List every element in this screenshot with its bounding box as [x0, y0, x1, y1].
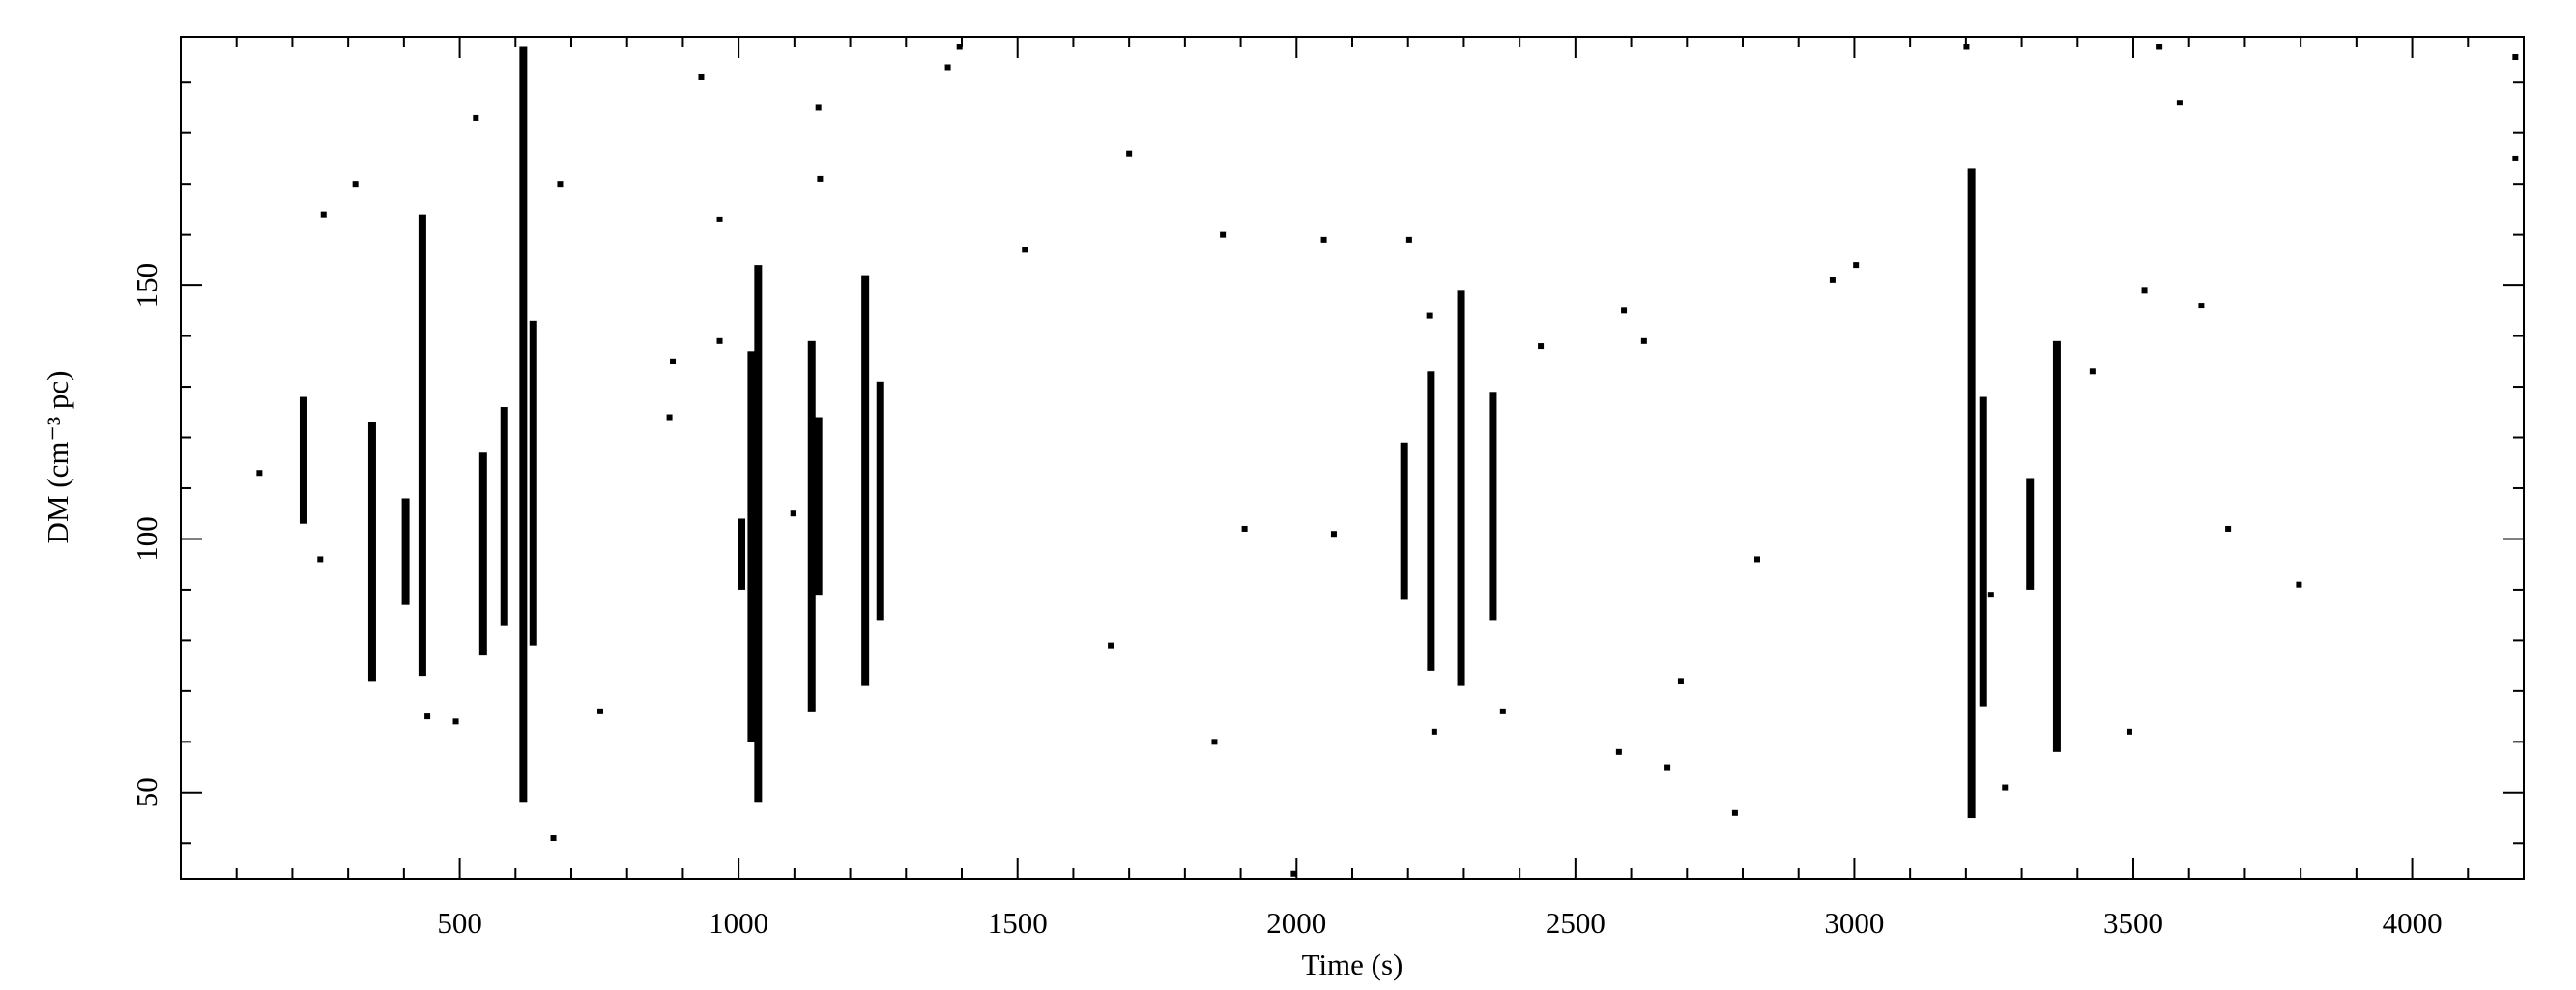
- streak: [2026, 478, 2035, 590]
- streak: [1979, 396, 1987, 707]
- y-axis-title: DM (cm⁻³ pc): [41, 371, 74, 544]
- point: [1987, 592, 1994, 598]
- point: [1640, 337, 1647, 344]
- point: [2126, 728, 2132, 735]
- x-tick-label: 3000: [1824, 906, 1884, 940]
- streak: [738, 518, 746, 590]
- point: [1211, 739, 1218, 745]
- point: [352, 181, 359, 188]
- point: [670, 358, 677, 364]
- y-tick-label: 50: [130, 777, 163, 807]
- streak: [1400, 442, 1408, 600]
- streak: [519, 46, 528, 803]
- streak: [299, 396, 307, 524]
- point: [1431, 728, 1437, 735]
- point: [1829, 277, 1836, 283]
- point: [1426, 312, 1433, 319]
- point: [1615, 748, 1622, 755]
- streak: [500, 407, 508, 626]
- point: [1677, 678, 1684, 684]
- point: [944, 64, 951, 71]
- point: [550, 835, 557, 842]
- point: [473, 114, 479, 121]
- point: [452, 718, 459, 725]
- point: [2225, 525, 2232, 532]
- streak: [747, 351, 756, 742]
- point: [2512, 53, 2519, 60]
- point: [256, 470, 263, 477]
- point: [2176, 100, 2183, 106]
- x-tick-label: 1000: [709, 906, 768, 940]
- streak: [2052, 340, 2061, 752]
- point: [1108, 642, 1114, 649]
- point: [2198, 303, 2205, 309]
- point: [1330, 531, 1337, 538]
- streak: [861, 275, 870, 686]
- point: [1405, 236, 1412, 243]
- point: [2296, 581, 2302, 588]
- point: [1538, 343, 1545, 350]
- point: [1220, 231, 1227, 238]
- x-axis-title: Time (s): [1302, 947, 1404, 981]
- point: [597, 708, 604, 714]
- point: [1621, 307, 1628, 314]
- streak: [1489, 392, 1497, 621]
- streak: [418, 214, 426, 677]
- point: [1499, 708, 1506, 714]
- point: [2512, 155, 2519, 161]
- streak: [1457, 290, 1465, 686]
- point: [817, 175, 824, 182]
- streak: [1967, 168, 1976, 819]
- streak: [1427, 371, 1435, 671]
- point: [1963, 44, 1970, 50]
- streak: [529, 320, 537, 646]
- point: [1290, 870, 1297, 877]
- point: [716, 337, 723, 344]
- point: [2141, 287, 2148, 294]
- point: [1126, 150, 1133, 157]
- y-tick-label: 150: [130, 263, 163, 308]
- x-tick-label: 3500: [2103, 906, 2163, 940]
- point: [1664, 764, 1671, 771]
- point: [1853, 262, 1860, 269]
- point: [716, 216, 723, 222]
- point: [2002, 784, 2009, 791]
- point: [1754, 556, 1761, 563]
- x-tick-label: 2000: [1266, 906, 1326, 940]
- point: [698, 73, 705, 80]
- y-tick-label: 100: [130, 516, 163, 562]
- point: [320, 211, 327, 218]
- point: [557, 181, 564, 188]
- streak: [807, 340, 816, 712]
- x-tick-label: 2500: [1546, 906, 1606, 940]
- point: [2156, 44, 2163, 50]
- streak: [401, 498, 410, 605]
- x-tick-label: 500: [437, 906, 482, 940]
- point: [956, 44, 963, 50]
- point: [317, 556, 324, 563]
- x-tick-label: 1500: [988, 906, 1048, 940]
- streak: [814, 417, 823, 596]
- point: [424, 713, 431, 720]
- x-tick-label: 4000: [2383, 906, 2443, 940]
- point: [2089, 368, 2096, 375]
- point: [1241, 525, 1248, 532]
- point: [1022, 247, 1028, 253]
- streak: [876, 381, 884, 621]
- streak: [478, 452, 487, 656]
- streak: [754, 265, 763, 803]
- point: [1320, 236, 1327, 243]
- point: [1731, 809, 1738, 816]
- point: [815, 104, 822, 111]
- streak: [367, 422, 376, 682]
- point: [790, 510, 796, 517]
- point: [666, 414, 673, 421]
